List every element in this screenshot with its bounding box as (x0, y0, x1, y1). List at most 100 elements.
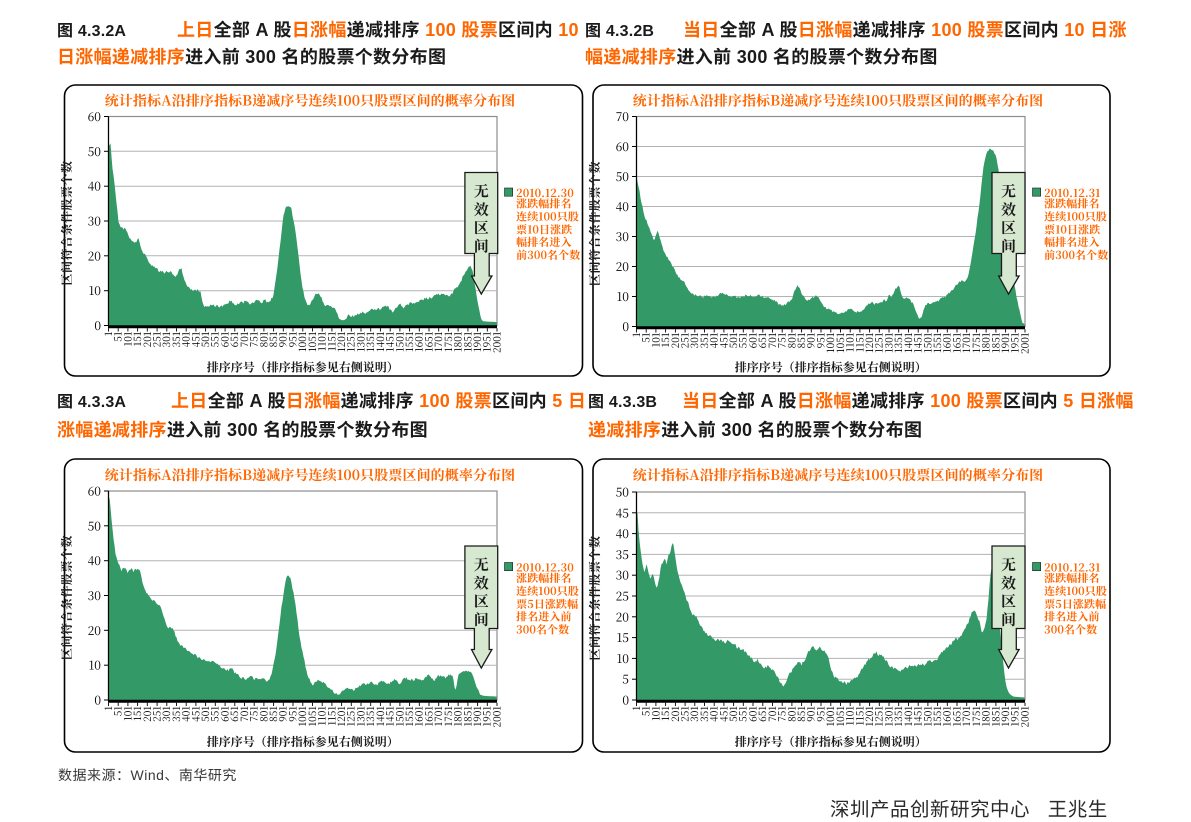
svg-text:1551: 1551 (401, 331, 416, 352)
svg-text:1651: 1651 (420, 331, 435, 352)
svg-text:1101: 1101 (314, 706, 329, 726)
svg-text:1501: 1501 (391, 331, 406, 352)
svg-text:区: 区 (474, 591, 489, 612)
svg-text:501: 501 (725, 706, 740, 722)
svg-text:1901: 1901 (469, 706, 484, 727)
svg-text:1951: 1951 (479, 331, 494, 352)
svg-text:901: 901 (275, 706, 290, 722)
svg-text:451: 451 (715, 706, 730, 722)
svg-text:1651: 1651 (948, 706, 963, 727)
svg-text:1001: 1001 (294, 331, 309, 352)
svg-text:1701: 1701 (958, 332, 973, 353)
svg-text:统计指标A沿排序指标B递减序号连续100只股票区间的概率分布: 统计指标A沿排序指标B递减序号连续100只股票区间的概率分布图 (633, 91, 1044, 111)
svg-text:1701: 1701 (430, 706, 445, 727)
svg-text:1301: 1301 (880, 706, 895, 727)
svg-text:区间符合条件股票个数: 区间符合条件股票个数 (58, 160, 75, 285)
svg-text:1251: 1251 (871, 332, 886, 353)
svg-text:1: 1 (628, 332, 643, 337)
svg-text:1101: 1101 (314, 331, 329, 351)
svg-text:1351: 1351 (362, 706, 377, 727)
svg-text:1901: 1901 (469, 331, 484, 352)
svg-text:1051: 1051 (304, 331, 319, 352)
svg-text:0: 0 (622, 692, 629, 709)
svg-text:751: 751 (774, 706, 789, 722)
svg-text:1151: 1151 (851, 332, 866, 352)
svg-text:30: 30 (88, 587, 102, 604)
svg-text:2001: 2001 (488, 706, 503, 728)
svg-text:涨跌幅排名: 涨跌幅排名 (1044, 570, 1100, 586)
svg-text:涨跌幅排名: 涨跌幅排名 (516, 570, 572, 586)
svg-text:1401: 1401 (372, 331, 387, 352)
svg-text:1851: 1851 (987, 706, 1002, 727)
svg-text:51: 51 (638, 332, 653, 343)
svg-text:1251: 1251 (871, 706, 886, 727)
svg-text:排序序号（排序指标参见右侧说明）: 排序序号（排序指标参见右侧说明） (735, 359, 927, 376)
svg-text:0: 0 (622, 318, 629, 335)
svg-text:901: 901 (803, 706, 818, 722)
svg-text:951: 951 (284, 706, 299, 722)
svg-text:50: 50 (616, 484, 630, 501)
svg-text:区间符合条件股票个数: 区间符合条件股票个数 (58, 535, 75, 660)
svg-text:1351: 1351 (890, 706, 905, 727)
svg-text:1951: 1951 (479, 706, 494, 727)
svg-text:区: 区 (474, 217, 489, 238)
svg-text:票5日涨跌幅: 票5日涨跌幅 (1044, 596, 1106, 612)
svg-text:1001: 1001 (822, 332, 837, 353)
svg-text:60: 60 (88, 108, 102, 125)
svg-text:351: 351 (696, 332, 711, 348)
svg-text:401: 401 (178, 706, 193, 722)
svg-text:60: 60 (616, 138, 630, 155)
svg-text:统计指标A沿排序指标B递减序号连续100只股票区间的概率分布: 统计指标A沿排序指标B递减序号连续100只股票区间的概率分布图 (633, 465, 1044, 485)
svg-text:1201: 1201 (861, 332, 876, 353)
svg-text:501: 501 (197, 331, 212, 347)
svg-text:连续100只股: 连续100只股 (516, 208, 579, 224)
svg-text:连续100只股: 连续100只股 (1044, 208, 1107, 224)
svg-text:无: 无 (474, 554, 489, 575)
svg-text:201: 201 (667, 332, 682, 348)
svg-text:401: 401 (706, 332, 721, 348)
svg-text:351: 351 (168, 331, 183, 347)
svg-text:851: 851 (793, 332, 808, 348)
svg-text:5: 5 (622, 671, 629, 688)
svg-text:701: 701 (236, 331, 251, 347)
svg-text:701: 701 (764, 332, 779, 348)
svg-text:30: 30 (616, 228, 630, 245)
svg-text:70: 70 (616, 108, 630, 125)
svg-text:101: 101 (647, 706, 662, 721)
svg-text:1351: 1351 (362, 331, 377, 352)
svg-text:951: 951 (284, 331, 299, 347)
svg-text:1151: 1151 (323, 706, 338, 726)
svg-text:前300名个数: 前300名个数 (516, 247, 580, 263)
svg-text:251: 251 (149, 331, 164, 347)
svg-text:20: 20 (88, 247, 102, 264)
svg-text:901: 901 (275, 331, 290, 347)
svg-text:300名个数: 300名个数 (516, 622, 569, 638)
svg-text:连续100只股: 连续100只股 (516, 583, 579, 599)
svg-text:451: 451 (187, 706, 202, 722)
svg-text:751: 751 (774, 332, 789, 348)
svg-text:951: 951 (812, 332, 827, 348)
svg-text:701: 701 (236, 706, 251, 722)
svg-text:1051: 1051 (304, 706, 319, 727)
svg-text:10: 10 (617, 650, 630, 667)
svg-text:201: 201 (139, 331, 154, 347)
svg-text:2001: 2001 (1016, 332, 1031, 354)
svg-text:1: 1 (628, 706, 643, 711)
svg-text:601: 601 (217, 331, 232, 347)
svg-text:451: 451 (715, 332, 730, 348)
svg-text:1301: 1301 (352, 706, 367, 727)
svg-text:501: 501 (197, 706, 212, 722)
svg-text:551: 551 (207, 331, 222, 347)
svg-text:1851: 1851 (459, 331, 474, 352)
svg-text:涨跌幅排名: 涨跌幅排名 (516, 196, 572, 212)
svg-text:间: 间 (474, 236, 489, 257)
svg-text:851: 851 (265, 331, 280, 347)
svg-text:1501: 1501 (919, 706, 934, 727)
svg-text:统计指标A沿排序指标B递减序号连续100只股票区间的概率分布: 统计指标A沿排序指标B递减序号连续100只股票区间的概率分布图 (105, 465, 516, 485)
svg-text:票10日涨跌: 票10日涨跌 (516, 221, 572, 237)
svg-text:1701: 1701 (958, 706, 973, 727)
svg-text:301: 301 (158, 331, 173, 347)
svg-text:1601: 1601 (411, 706, 426, 727)
svg-text:101: 101 (647, 332, 662, 347)
svg-text:区: 区 (1001, 217, 1016, 238)
